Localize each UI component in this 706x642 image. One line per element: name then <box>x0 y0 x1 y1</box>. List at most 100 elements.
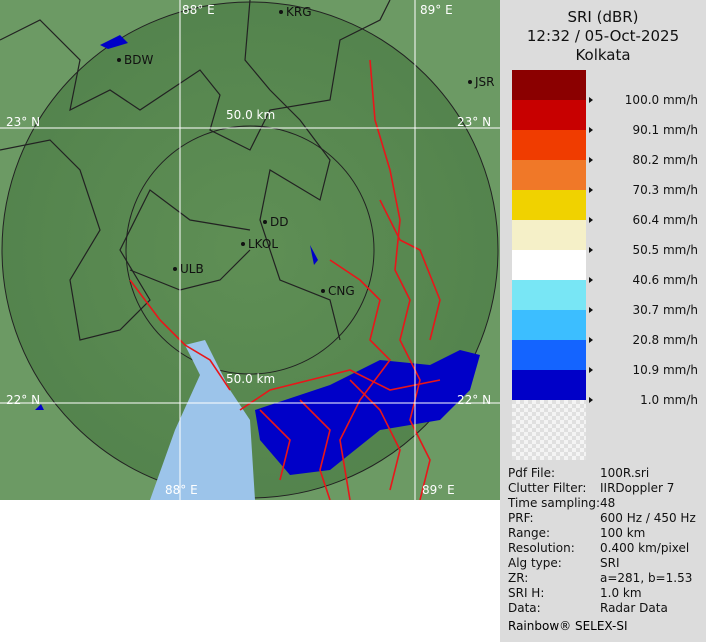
scale-tick <box>589 367 593 373</box>
grid-label: 22° N <box>457 393 491 407</box>
scale-tick <box>589 217 593 223</box>
place-label: CNG <box>328 284 355 298</box>
district-borders <box>0 0 391 341</box>
scale-swatch <box>512 310 586 340</box>
graticule <box>0 0 500 500</box>
place-dot <box>117 58 121 62</box>
scale-swatch <box>512 370 586 400</box>
info-key: Pdf File: <box>508 466 556 480</box>
scale-tick <box>589 157 593 163</box>
info-value: 100R.sri <box>600 466 650 480</box>
place-label: DD <box>270 215 288 229</box>
grid-label: 22° N <box>6 393 40 407</box>
grid-label: 89° E <box>420 3 453 17</box>
scale-label: 50.5 mm/h <box>632 243 698 257</box>
info-key: Resolution: <box>508 541 575 555</box>
scale-tick <box>589 337 593 343</box>
info-value: 100 km <box>600 526 646 540</box>
place-dot <box>279 10 283 14</box>
place-label: ULB <box>180 262 204 276</box>
scale-tick <box>589 127 593 133</box>
scale-tick <box>589 97 593 103</box>
grid-label: 50.0 km <box>226 372 275 386</box>
info-row: Data: Radar Data <box>508 601 696 616</box>
map: 88° E 89° E 88° E 89° E 23° N 23° N 22° N 22° N… <box>0 0 500 500</box>
timestamp: 12:32 / 05-Oct-2025 <box>526 27 680 45</box>
place-dot <box>173 267 177 271</box>
info-row: Resolution: 0.400 km/pixel <box>508 541 696 556</box>
info-row: PRF: 600 Hz / 450 Hz <box>508 511 696 526</box>
scale-label: 60.4 mm/h <box>632 213 698 227</box>
scale-label: 80.2 mm/h <box>632 153 698 167</box>
scale-tick <box>589 277 593 283</box>
estuary <box>150 340 255 500</box>
info-value: Radar Data <box>600 601 668 615</box>
grid-label: 50.0 km <box>226 108 275 122</box>
vendor: Rainbow® SELEX-SI <box>508 619 628 633</box>
scale-label: 30.7 mm/h <box>632 303 698 317</box>
rain-echo <box>255 350 480 475</box>
place-label: LKOL <box>248 237 278 251</box>
scale-tick <box>589 397 593 403</box>
product-title: SRI (dBR) <box>567 8 639 26</box>
grid-label: 23° N <box>6 115 40 129</box>
info-key: Clutter Filter: <box>508 481 587 495</box>
info-value: IIRDoppler 7 <box>600 481 675 495</box>
info-row: Clutter Filter: IIRDoppler 7 <box>508 481 696 496</box>
grid-label: 88° E <box>182 3 215 17</box>
scale-swatch <box>512 280 586 310</box>
info-row: Time sampling: 48 <box>508 496 696 511</box>
place-dot <box>241 242 245 246</box>
info-key: PRF: <box>508 511 534 525</box>
info-key: Alg type: <box>508 556 562 570</box>
info-row: Alg type: SRI <box>508 556 696 571</box>
legend-panel: SRI (dBR) 12:32 / 05-Oct-2025 Kolkata 10… <box>500 0 706 642</box>
rivers <box>129 59 441 500</box>
scale-swatch <box>512 130 586 160</box>
scale-label: 1.0 mm/h <box>640 393 698 407</box>
scale-tick <box>589 187 593 193</box>
info-key: ZR: <box>508 571 529 585</box>
info-key: Range: <box>508 526 551 540</box>
grid-label: 89° E <box>422 483 455 497</box>
info-value: 0.400 km/pixel <box>600 541 690 555</box>
no-data-swatch <box>512 400 586 460</box>
grid-label: 23° N <box>457 115 491 129</box>
place-dot <box>468 80 472 84</box>
info-row: Pdf File: 100R.sri <box>508 466 696 481</box>
scale-swatch <box>512 70 586 100</box>
scale-label: 20.8 mm/h <box>632 333 698 347</box>
scale-swatch <box>512 250 586 280</box>
info-key: Data: <box>508 601 541 615</box>
scale-label: 40.6 mm/h <box>632 273 698 287</box>
scale-label: 70.3 mm/h <box>632 183 698 197</box>
info-value: 600 Hz / 450 Hz <box>600 511 696 525</box>
scale-swatch <box>512 160 586 190</box>
info-row: ZR: a=281, b=1.53 <box>508 571 696 586</box>
scale-tick <box>589 247 593 253</box>
scale-swatch <box>512 340 586 370</box>
info-value: SRI <box>600 556 620 570</box>
scale-label: 10.9 mm/h <box>632 363 698 377</box>
info-table: Pdf File: 100R.sri Clutter Filter: IIRDoppl… <box>508 466 696 616</box>
scale-swatch <box>512 220 586 250</box>
color-scale: 100.0 mm/h 90.1 mm/h 80.2 mm/h 70.3 mm/h 60.… <box>512 70 698 460</box>
info-value: 48 <box>600 496 616 510</box>
grid-label: 88° E <box>165 483 198 497</box>
info-row: SRI H: 1.0 km <box>508 586 696 601</box>
place-label: BDW <box>124 53 153 67</box>
scale-label: 100.0 mm/h <box>625 93 698 107</box>
scale-label: 90.1 mm/h <box>632 123 698 137</box>
info-key: SRI H: <box>508 586 545 600</box>
range-ring-inner <box>125 125 375 375</box>
scale-swatch <box>512 190 586 220</box>
info-value: 1.0 km <box>600 586 642 600</box>
info-key: Time sampling: <box>508 496 601 510</box>
info-row: Range: 100 km <box>508 526 696 541</box>
site-name: Kolkata <box>575 46 631 64</box>
place-label: JSR <box>474 75 495 89</box>
place-label: KRG <box>286 5 312 19</box>
place-dot <box>263 220 267 224</box>
scale-swatch <box>512 100 586 130</box>
place-dot <box>321 289 325 293</box>
